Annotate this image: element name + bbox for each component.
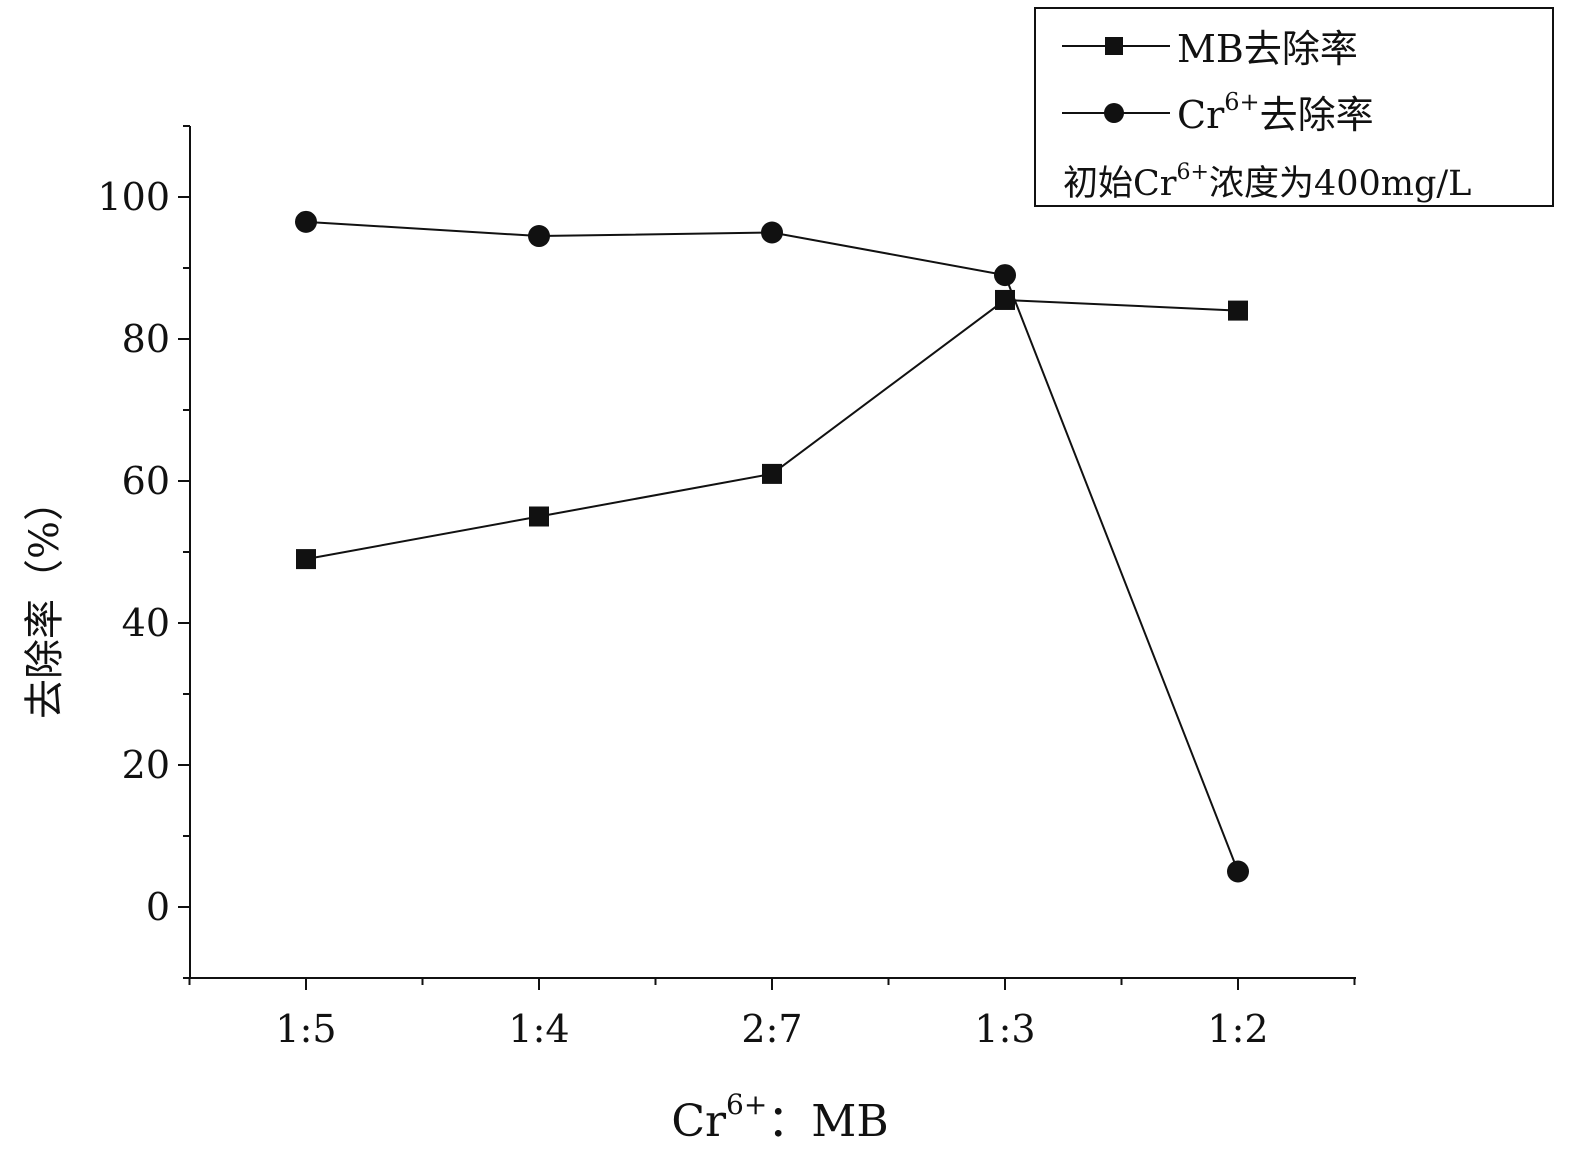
- legend: MB去除率 Cr6+去除率 初始Cr6+浓度为400mg/L: [1034, 7, 1554, 207]
- legend-mb-label: MB去除率: [1177, 27, 1358, 71]
- series-layer: [295, 210, 1249, 883]
- y-tick-label: 80: [122, 317, 170, 361]
- series-line-0: [305, 298, 1239, 561]
- y-tick-label: 60: [122, 459, 170, 503]
- series-line-1: [305, 220, 1239, 872]
- y-axis-label: 去除率（%）: [22, 481, 68, 719]
- series-1-point: [1227, 860, 1249, 883]
- x-tick-label: 1:3: [974, 1007, 1035, 1051]
- series-0-point: [529, 506, 549, 527]
- series-1-point: [761, 221, 783, 244]
- series-0-point: [1228, 300, 1248, 321]
- series-0-point: [762, 463, 782, 484]
- y-tick-label: 100: [97, 175, 170, 219]
- x-tick-label: 1:4: [508, 1007, 569, 1051]
- y-tick-label: 0: [146, 885, 170, 929]
- series-0-point: [995, 289, 1015, 310]
- legend-mb-marker: [1105, 37, 1123, 55]
- series-0-point: [296, 549, 316, 570]
- x-axis-label: Cr6+：MB: [671, 1088, 888, 1147]
- y-tick-label: 40: [122, 601, 170, 645]
- legend-note: 初始Cr6+浓度为400mg/L: [1063, 160, 1471, 204]
- x-tick-label: 1:5: [275, 1007, 336, 1051]
- series-1-point: [528, 225, 550, 248]
- y-tick-label: 20: [122, 743, 170, 787]
- axes: 0 20 40 60 80 100 1:5 1:4 2:7 1:3 1:2: [97, 125, 1356, 1051]
- series-1-point: [994, 264, 1016, 287]
- x-tick-label: 2:7: [741, 1007, 802, 1051]
- legend-cr-marker: [1104, 103, 1124, 123]
- legend-cr-label: Cr6+去除率: [1177, 88, 1374, 137]
- series-1-point: [295, 210, 317, 233]
- x-tick-label: 1:2: [1207, 1007, 1268, 1051]
